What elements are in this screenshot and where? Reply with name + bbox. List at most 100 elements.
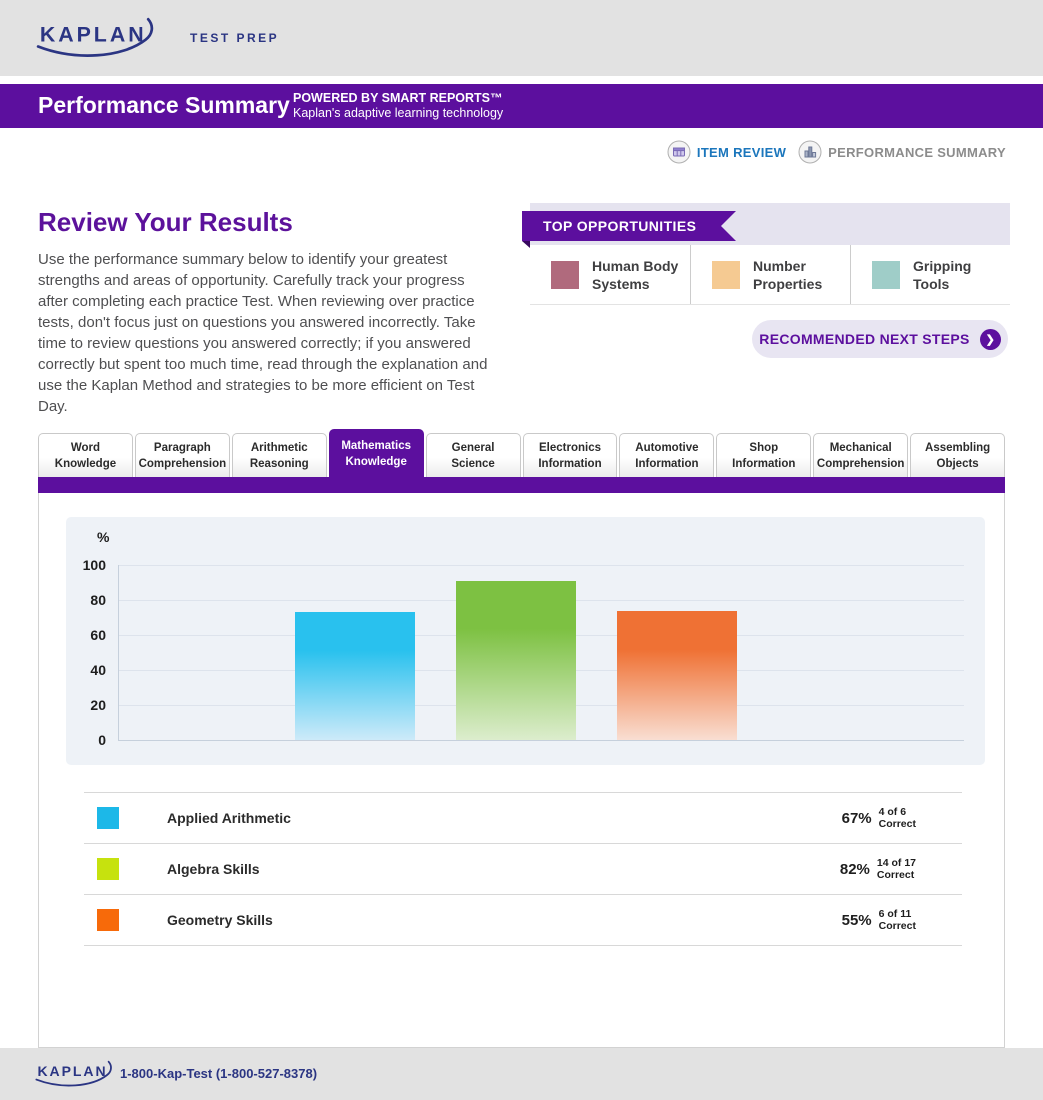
footer-phone: 1-800-Kap-Test (1-800-527-8378): [120, 1066, 318, 1081]
tab-label-line2: Information: [635, 457, 699, 470]
item-review-link[interactable]: ITEM REVIEW: [667, 140, 786, 164]
review-results-heading: Review Your Results: [38, 207, 293, 237]
legend-label: Algebra Skills: [167, 861, 260, 877]
tab-shop-information[interactable]: Shop Information: [716, 433, 812, 477]
legend-row-algebra-skills: Algebra Skills 82% 14 of 17 Correct: [84, 843, 962, 894]
legend-score: 55% 6 of 11 Correct: [842, 908, 916, 932]
tab-word-knowledge[interactable]: Word Knowledge: [38, 433, 133, 477]
legend-row-applied-arithmetic: Applied Arithmetic 67% 4 of 6 Correct: [84, 792, 962, 843]
tab-label-line1: Assembling: [925, 441, 991, 454]
gridline-100: [119, 565, 964, 566]
ribbon-fold: [522, 241, 530, 248]
tab-label-line2: Knowledge: [345, 455, 407, 468]
legend-swatch: [97, 807, 119, 829]
chart-plot: [118, 565, 964, 741]
tab-paragraph-comprehension[interactable]: Paragraph Comprehension: [134, 433, 230, 477]
powered-by-subtitle: Kaplan's adaptive learning technology: [293, 106, 504, 120]
top-opportunities-title: TOP OPPORTUNITIES: [543, 218, 697, 234]
opportunity-label: Human Body Systems: [592, 257, 679, 292]
tab-automotive-information[interactable]: Automotive Information: [619, 433, 715, 477]
legend-fraction: 6 of 11 Correct: [879, 908, 916, 932]
powered-by-title: POWERED BY SMART REPORTS™: [293, 91, 503, 105]
page-title: Performance Summary: [38, 92, 290, 118]
performance-summary-banner: Performance Summary POWERED BY SMART REP…: [0, 84, 1043, 128]
kaplan-logo-icon: KAPLAN: [36, 17, 154, 57]
logo-tagline: TEST PREP: [190, 31, 280, 45]
opportunity-human-body-systems: Human Body Systems: [530, 245, 690, 304]
fraction-word: Correct: [876, 869, 915, 881]
tab-general-science[interactable]: General Science: [425, 433, 521, 477]
legend-score: 67% 4 of 6 Correct: [842, 806, 916, 830]
opportunity-swatch: [551, 260, 579, 289]
tab-label-line2: Information: [732, 457, 796, 470]
opportunity-swatch: [712, 260, 740, 289]
top-opportunities-items: Human Body Systems Number Properties Gripp…: [530, 245, 1010, 305]
legend-fraction: 4 of 6 Correct: [879, 806, 916, 830]
fraction-word: Correct: [878, 920, 916, 932]
legend-percent: 82%: [839, 860, 870, 878]
y-tick-0: 0: [98, 732, 106, 748]
powered-by-block: POWERED BY SMART REPORTS™ Kaplan's adapt…: [293, 91, 503, 121]
tab-label-line1: Word: [70, 441, 101, 454]
tab-assembling-objects[interactable]: Assembling Objects: [910, 433, 1006, 477]
legend-percent: 55%: [841, 911, 872, 929]
y-tick-60: 60: [90, 627, 106, 643]
bar-applied-arithmetic: [295, 612, 415, 740]
performance-summary-icon: [798, 140, 822, 164]
legend-fraction: 14 of 17 Correct: [877, 857, 916, 881]
y-tick-20: 20: [90, 697, 106, 713]
tab-arithmetic-reasoning[interactable]: Arithmetic Reasoning: [231, 433, 327, 477]
chart-legend: Applied Arithmetic 67% 4 of 6 Correct Algebr…: [84, 792, 962, 946]
y-tick-100: 100: [82, 557, 106, 573]
tab-label-line2: Comprehension: [138, 457, 227, 470]
tab-label-line1: Arithmetic: [250, 441, 308, 454]
footer-bar: KAPLAN 1-800-Kap-Test (1-800-527-8378): [0, 1048, 1043, 1100]
tab-electronics-information[interactable]: Electronics Information: [522, 433, 618, 477]
tab-mechanical-comprehension[interactable]: Mechanical Comprehension: [813, 433, 909, 477]
tab-label-line1: Shop: [749, 441, 779, 454]
item-review-label: ITEM REVIEW: [696, 144, 787, 160]
opportunity-label: Gripping Tools: [913, 257, 972, 292]
tab-label-line2: Information: [538, 457, 602, 470]
bar-algebra-skills: [456, 580, 576, 740]
tab-label-line1: Mechanical: [829, 441, 892, 454]
fraction-value: 14 of 17: [876, 857, 916, 869]
review-results-paragraph: Use the performance summary below to ide…: [38, 251, 488, 415]
footer-kaplan-logo-icon: KAPLAN: [35, 1060, 112, 1087]
legend-score: 82% 14 of 17 Correct: [840, 857, 916, 881]
legend-label: Applied Arithmetic: [167, 810, 291, 826]
top-header-bar: KAPLAN TEST PREP: [0, 0, 1043, 76]
tab-label-line2: Objects: [936, 457, 979, 470]
active-tab-bar: [38, 477, 1005, 493]
tab-label-line2: Reasoning: [249, 457, 309, 470]
fraction-value: 6 of 11: [878, 908, 912, 920]
tab-label-line1: Paragraph: [153, 441, 211, 454]
fraction-word: Correct: [878, 818, 916, 830]
kaplan-logo: KAPLAN TEST PREP: [33, 14, 293, 64]
chart-y-axis-label: %: [97, 529, 110, 545]
tab-mathematics-knowledge[interactable]: Mathematics Knowledge: [328, 429, 424, 477]
tab-label-line1: General: [451, 441, 495, 454]
top-opportunities-panel: TOP OPPORTUNITIES Human Body Systems Numb…: [522, 203, 1010, 305]
opportunity-swatch: [872, 260, 900, 289]
score-chart-panel: % 0 20 40 60 80 100: [66, 517, 985, 765]
svg-text:KAPLAN: KAPLAN: [37, 1063, 107, 1079]
legend-label: Geometry Skills: [167, 912, 273, 928]
fraction-value: 4 of 6: [878, 806, 907, 818]
tab-label-line2: Science: [451, 457, 495, 470]
opportunity-label: Number Properties: [753, 257, 823, 292]
bar-geometry-skills: [617, 610, 737, 740]
recommended-next-steps-button[interactable]: RECOMMENDED NEXT STEPS ❯: [752, 320, 1008, 358]
tab-label-line1: Mathematics: [341, 439, 411, 452]
chart-y-ticks: 0 20 40 60 80 100: [66, 557, 112, 748]
report-nav: ITEM REVIEW PERFORMANCE SUMMARY: [667, 140, 1006, 164]
legend-percent: 67%: [841, 809, 872, 827]
tab-label-line1: Automotive: [635, 441, 699, 454]
top-opportunities-ribbon: TOP OPPORTUNITIES: [522, 211, 736, 241]
next-steps-label: RECOMMENDED NEXT STEPS: [759, 331, 970, 347]
performance-summary-link[interactable]: PERFORMANCE SUMMARY: [798, 140, 1006, 164]
opportunity-number-properties: Number Properties: [690, 245, 850, 304]
svg-text:KAPLAN: KAPLAN: [40, 22, 147, 46]
subject-tabs: Word Knowledge Paragraph Comprehension Arith…: [38, 429, 1006, 477]
